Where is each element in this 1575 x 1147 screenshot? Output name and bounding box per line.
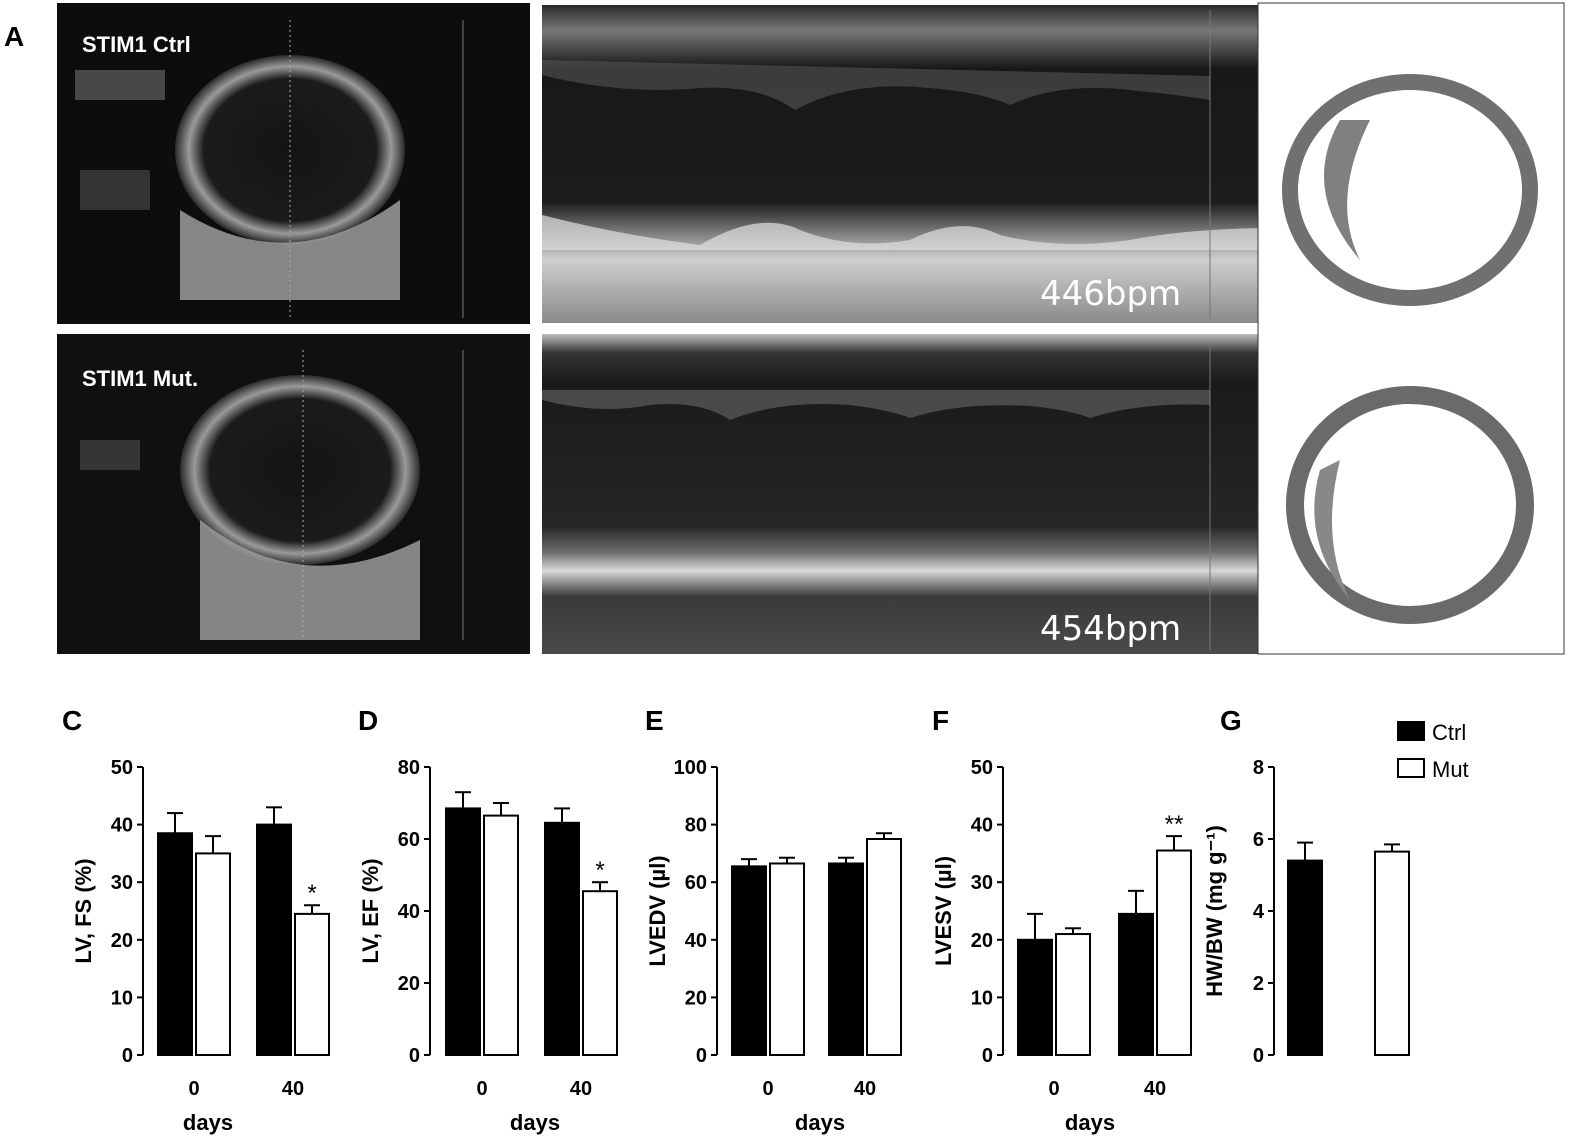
y-tick-label: 30 xyxy=(111,872,133,894)
y-tick-label: 10 xyxy=(971,987,993,1009)
legend-label-ctrl: Ctrl xyxy=(1432,720,1466,745)
y-tick-label: 40 xyxy=(685,930,707,952)
y-tick-label: 6 xyxy=(1253,829,1264,851)
x-axis-label: days xyxy=(183,1110,233,1135)
y-tick-label: 0 xyxy=(982,1045,993,1067)
x-tick-label: 40 xyxy=(854,1078,876,1100)
bar-ctrl-40 xyxy=(828,862,864,1056)
x-tick-label: 0 xyxy=(476,1078,487,1100)
bmode-image-mut: STIM1 Mut. xyxy=(57,334,530,654)
bpm-ctrl: 446bpm xyxy=(1040,274,1181,314)
y-tick-label: 0 xyxy=(122,1045,133,1067)
bar-ctrl-40 xyxy=(256,823,292,1056)
panel-letter-d: D xyxy=(358,705,378,736)
y-axis-label: LVEDV (µl) xyxy=(645,855,670,966)
y-tick-label: 40 xyxy=(971,815,993,837)
x-axis-label: days xyxy=(1065,1110,1115,1135)
bar-mut-40 xyxy=(294,912,330,1056)
bar-mut-40 xyxy=(1156,849,1192,1057)
y-tick-label: 80 xyxy=(685,815,707,837)
x-axis-label: days xyxy=(510,1110,560,1135)
image-label-ctrl: STIM1 Ctrl xyxy=(82,32,191,57)
y-tick-label: 0 xyxy=(696,1045,707,1067)
x-tick-label: 0 xyxy=(762,1078,773,1100)
x-tick-label: 40 xyxy=(1144,1078,1166,1100)
y-tick-label: 50 xyxy=(111,757,133,779)
bar-mut-g xyxy=(1374,850,1410,1056)
y-tick-label: 20 xyxy=(971,930,993,952)
y-tick-label: 60 xyxy=(685,872,707,894)
panel-letter-f: F xyxy=(932,705,949,736)
mmode-image-ctrl: 446bpm xyxy=(542,5,1258,323)
legend-swatch-mut xyxy=(1397,758,1425,778)
legend: Ctrl Mut xyxy=(1397,720,1469,782)
chart-f: F 0 10 20 30 40 50 LVESV (µl) 0 ** 40 days xyxy=(931,705,1192,1135)
bmode-image-ctrl: STIM1 Ctrl xyxy=(57,3,530,324)
y-tick-label: 40 xyxy=(398,901,420,923)
y-tick-label: 0 xyxy=(409,1045,420,1067)
chart-g: G 0 2 4 6 8 HW/BW (mg g⁻¹) xyxy=(1202,705,1410,1067)
y-tick-label: 4 xyxy=(1253,901,1265,923)
heart-section-mut xyxy=(1286,386,1534,624)
y-axis-label: LVESV (µl) xyxy=(931,856,956,966)
chart-c: C 0 10 20 30 40 50 LV, FS (%) 0 * 40 days xyxy=(62,705,330,1135)
y-tick-label: 20 xyxy=(398,973,420,995)
bar-ctrl-40 xyxy=(1118,912,1154,1056)
y-tick-label: 0 xyxy=(1253,1045,1264,1067)
y-axis-label: LV, FS (%) xyxy=(71,858,96,963)
y-tick-label: 20 xyxy=(685,987,707,1009)
significance-marker: * xyxy=(307,880,316,907)
panel-letter-a: A xyxy=(4,21,24,52)
bar-mut-40 xyxy=(866,838,902,1056)
y-tick-label: 8 xyxy=(1253,757,1264,779)
y-tick-label: 30 xyxy=(971,872,993,894)
bar-ctrl-g xyxy=(1287,859,1323,1056)
y-axis-label: LV, EF (%) xyxy=(358,858,383,963)
bar-mut-0 xyxy=(195,852,231,1057)
image-label-mut: STIM1 Mut. xyxy=(82,366,198,391)
bar-ctrl-0 xyxy=(731,865,767,1056)
bar-ctrl-40 xyxy=(544,821,580,1056)
x-tick-label: 0 xyxy=(1048,1078,1059,1100)
heart-section-ctrl xyxy=(1282,74,1538,306)
chart-e: E 0 20 40 60 80 100 LVEDV (µl) 0 40 days xyxy=(645,705,902,1135)
y-axis-label: HW/BW (mg g⁻¹) xyxy=(1202,825,1227,997)
bar-ctrl-0 xyxy=(445,807,481,1057)
legend-label-mut: Mut xyxy=(1432,757,1469,782)
significance-marker: ** xyxy=(1165,811,1184,838)
y-tick-label: 20 xyxy=(111,930,133,952)
x-tick-label: 0 xyxy=(188,1078,199,1100)
y-tick-label: 80 xyxy=(398,757,420,779)
chart-d: D 0 20 40 60 80 LV, EF (%) 0 * 40 days xyxy=(358,705,618,1135)
legend-swatch-ctrl xyxy=(1397,721,1425,741)
panel-letter-g: G xyxy=(1220,705,1242,736)
y-tick-label: 2 xyxy=(1253,973,1264,995)
bar-mut-0 xyxy=(483,814,519,1056)
bar-mut-40 xyxy=(582,890,618,1057)
y-tick-label: 50 xyxy=(971,757,993,779)
x-tick-label: 40 xyxy=(282,1078,304,1100)
heart-cavity-mut xyxy=(180,375,420,565)
histology-panel xyxy=(1257,2,1565,655)
y-tick-label: 60 xyxy=(398,829,420,851)
panel-letter-e: E xyxy=(645,705,664,736)
x-tick-label: 40 xyxy=(570,1078,592,1100)
y-tick-label: 100 xyxy=(674,757,707,779)
panel-letter-c: C xyxy=(62,705,82,736)
mmode-image-mut: 454bpm xyxy=(542,334,1258,654)
bar-ctrl-0 xyxy=(1017,938,1053,1056)
bar-mut-0 xyxy=(1055,933,1091,1056)
bpm-mut: 454bpm xyxy=(1040,609,1181,649)
x-axis-label: days xyxy=(795,1110,845,1135)
y-tick-label: 40 xyxy=(111,815,133,837)
bar-ctrl-0 xyxy=(157,832,193,1056)
bar-mut-0 xyxy=(769,862,805,1056)
significance-marker: * xyxy=(595,857,604,884)
y-tick-label: 10 xyxy=(111,987,133,1009)
